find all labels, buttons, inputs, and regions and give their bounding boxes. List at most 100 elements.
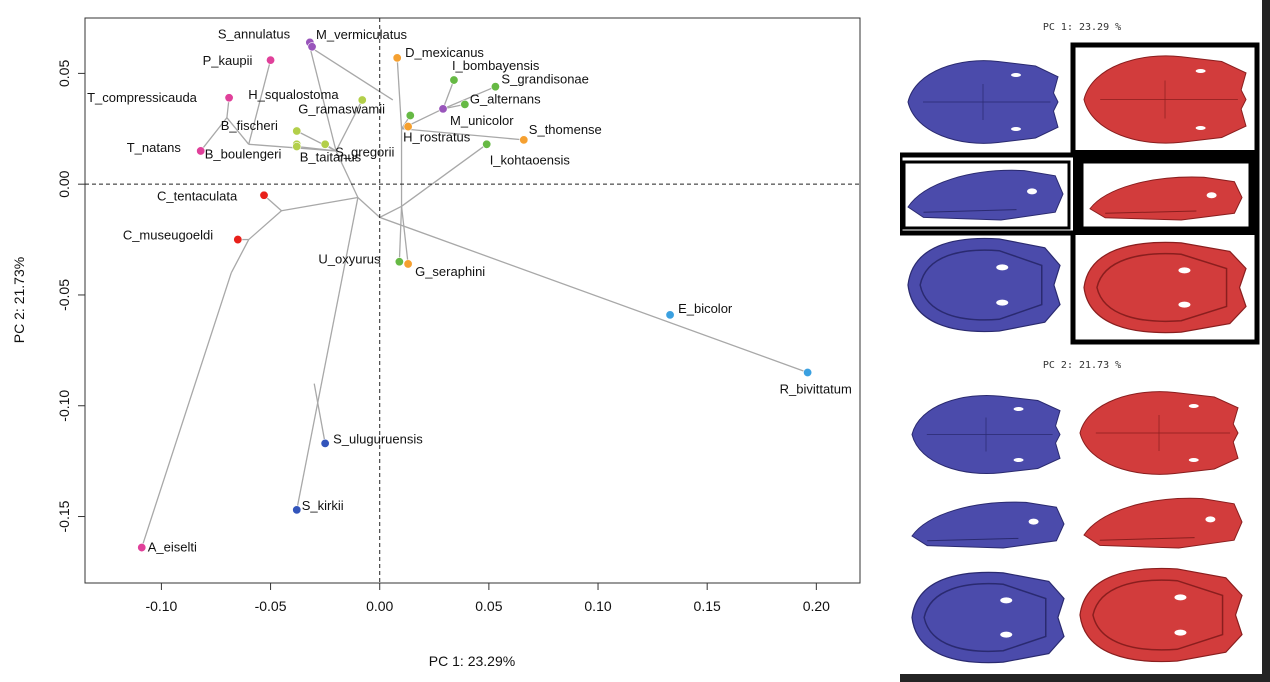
tree-edge <box>335 99 363 152</box>
tree-edge <box>442 79 455 110</box>
data-point <box>392 53 402 63</box>
data-point <box>403 259 413 269</box>
y-axis-label: PC 2: 21.73% <box>11 257 27 343</box>
point-label: S_annulatus <box>218 26 291 41</box>
point-label: T_natans <box>127 140 182 155</box>
point-label: T_compressicauda <box>87 90 198 105</box>
point-label: B_fischeri <box>221 118 278 133</box>
plot-frame <box>84 17 861 584</box>
tree-edge <box>401 128 524 141</box>
data-point <box>137 543 147 553</box>
x-tick-label: 0.10 <box>584 598 611 614</box>
tree-edge <box>400 206 409 265</box>
data-points <box>137 37 813 553</box>
data-point <box>665 310 675 320</box>
data-point <box>320 139 330 149</box>
skull-ventral-pc2-negative <box>911 571 1065 664</box>
skull-lateral-pc2-positive <box>1083 497 1243 549</box>
tree-edge <box>401 143 488 207</box>
scatter-plot-panel: -0.10 -0.05 0.00 0.05 0.10 0.15 0.20 0.05 0.00 -0… <box>0 0 900 682</box>
point-label: R_bivittatum <box>780 382 852 397</box>
y-tick-label: -0.10 <box>56 390 72 422</box>
skull-lateral-pc1-negative <box>907 169 1064 221</box>
point-label: U_oxyurus <box>318 252 381 267</box>
x-tick-label: 0.00 <box>366 598 393 614</box>
point-label: M_vermiculatus <box>316 27 408 42</box>
x-tick-label: -0.05 <box>255 598 287 614</box>
phylogeny-tree <box>141 46 808 548</box>
x-axis-label: PC 1: 23.29% <box>429 653 515 669</box>
point-label: I_kohtaoensis <box>490 152 571 167</box>
tree-edge <box>281 196 358 212</box>
data-point <box>519 135 529 145</box>
point-label: S_uluguruensis <box>333 431 423 446</box>
data-point <box>394 257 404 267</box>
skull-dorsal-pc1-negative <box>907 60 1059 144</box>
point-label: S_gregorii <box>335 144 394 159</box>
point-label: H_rostratus <box>403 130 471 145</box>
data-point <box>266 55 276 65</box>
pc2-caption: PC 2: 21.73 % <box>1043 360 1121 371</box>
data-point <box>196 146 206 156</box>
data-point <box>438 104 448 114</box>
tree-edge <box>442 86 496 110</box>
pca-scatter-plot: -0.10 -0.05 0.00 0.05 0.10 0.15 0.20 0.05 0.00 -0… <box>11 17 861 669</box>
point-label: G_ramaswamii <box>298 101 385 116</box>
tree-edge <box>141 272 232 548</box>
y-tick-label: -0.05 <box>56 279 72 311</box>
tree-edge <box>313 383 326 444</box>
tree-edge <box>248 59 272 145</box>
y-tick-label: 0.05 <box>56 60 72 87</box>
tree-edge <box>296 197 359 511</box>
skull-ventral-pc2-positive <box>1079 567 1243 663</box>
skull-dorsal-pc1-positive <box>1083 55 1247 144</box>
data-point <box>224 93 234 103</box>
data-point <box>233 235 243 245</box>
x-tick-label: -0.10 <box>145 598 177 614</box>
tree-edge <box>248 210 282 241</box>
data-point <box>405 110 415 120</box>
point-label: C_museugoeldi <box>123 228 213 243</box>
tree-edge <box>296 145 337 152</box>
tree-edge <box>200 117 228 152</box>
x-tick-label: 0.15 <box>694 598 721 614</box>
axis-ticks: -0.10 -0.05 0.00 0.05 0.10 0.15 0.20 0.05 0.00 -0… <box>56 60 830 614</box>
tree-edge <box>396 57 403 129</box>
tree-edge <box>379 216 808 374</box>
point-label: I_bombayensis <box>452 58 540 73</box>
reference-lines <box>85 18 860 583</box>
x-tick-label: 0.20 <box>803 598 830 614</box>
tree-edge <box>309 46 394 101</box>
data-point <box>803 368 813 378</box>
tree-edge <box>309 46 337 152</box>
tree-edge <box>226 117 250 145</box>
skull-dorsal-pc2-positive <box>1079 391 1239 475</box>
skull-shapes <box>907 55 1247 664</box>
point-label: B_boulengeri <box>205 147 282 162</box>
point-label: S_thomense <box>529 122 602 137</box>
tree-edge <box>379 205 402 218</box>
skull-ventral-pc1-positive <box>1083 241 1247 334</box>
point-label: A_eiselti <box>148 540 197 555</box>
skull-dorsal-pc2-negative <box>911 395 1061 474</box>
data-point <box>259 190 269 200</box>
point-label: H_squalostoma <box>248 87 339 102</box>
skull-lateral-pc1-positive <box>1089 176 1243 221</box>
point-label: E_bicolor <box>678 301 733 316</box>
data-point <box>460 99 470 109</box>
data-point <box>357 95 367 105</box>
point-labels: S_annulatus M_vermiculatus P_kaupii T_compr… <box>87 26 852 554</box>
data-point <box>449 75 459 85</box>
point-label: D_mexicanus <box>405 45 484 60</box>
x-tick-label: 0.05 <box>475 598 502 614</box>
point-label: S_kirkii <box>302 498 344 513</box>
skull-ventral-pc1-negative <box>907 237 1061 333</box>
tree-edge <box>335 150 359 198</box>
tree-edge <box>357 196 381 218</box>
pc1-caption: PC 1: 23.29 % <box>1043 22 1121 33</box>
point-label: S_grandisonae <box>501 72 588 87</box>
data-point <box>403 122 413 132</box>
y-tick-label: -0.15 <box>56 500 72 532</box>
point-label: G_alternans <box>470 91 541 106</box>
data-point <box>292 126 302 136</box>
